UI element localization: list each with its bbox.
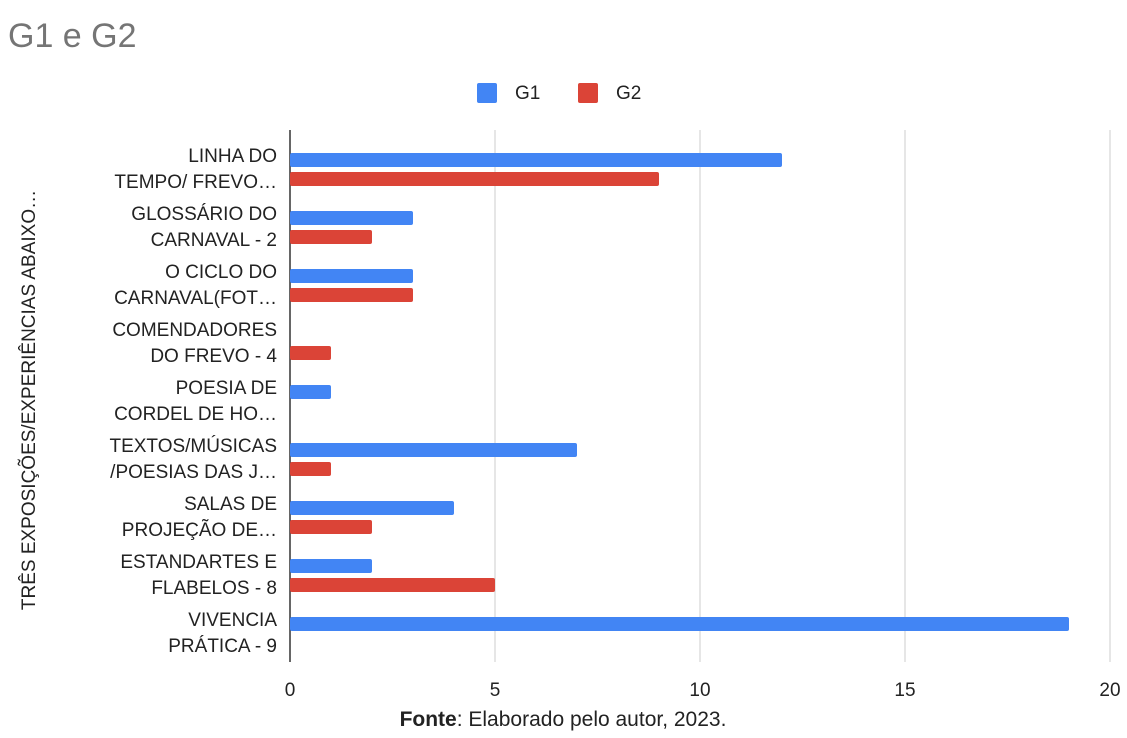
- y-tick-label: PRÁTICA - 9: [168, 636, 277, 657]
- source-text: : Elaborado pelo autor, 2023.: [457, 708, 727, 731]
- y-tick-label: TEXTOS/MÚSICAS: [109, 435, 277, 457]
- bar: [290, 385, 331, 399]
- legend-label: G1: [515, 83, 540, 104]
- chart-title: G1 e G2: [8, 17, 137, 55]
- y-tick-label: TEMPO/ FREVO…: [114, 172, 277, 193]
- y-tick-label: CARNAVAL - 2: [151, 230, 277, 251]
- bar: [290, 501, 454, 515]
- bar: [290, 288, 413, 302]
- y-tick-label: PROJEÇÃO DE…: [122, 519, 277, 541]
- y-tick-label: SALAS DE: [184, 494, 277, 515]
- y-tick-label: O CICLO DO: [165, 262, 277, 283]
- x-tick-label: 0: [285, 680, 296, 701]
- legend-label: G2: [616, 83, 641, 104]
- source: Fonte: Elaborado pelo autor, 2023.: [400, 708, 727, 731]
- source-label: Fonte: [400, 708, 457, 731]
- bar: [290, 269, 413, 283]
- bar: [290, 443, 577, 457]
- y-tick-label: FLABELOS - 8: [151, 578, 277, 599]
- bar: [290, 520, 372, 534]
- y-axis-label: TRÊS EXPOSIÇÕES/EXPERIÊNCIAS ABAIXO…: [18, 190, 40, 610]
- bar: [290, 617, 1069, 631]
- bar: [290, 230, 372, 244]
- bar: [290, 211, 413, 225]
- x-tick-label: 5: [490, 680, 501, 701]
- legend-swatch: [578, 83, 598, 103]
- legend-swatch: [477, 83, 497, 103]
- bar: [290, 578, 495, 592]
- y-tick-label: CORDEL DE HO…: [114, 404, 277, 425]
- y-tick-label: VIVENCIA: [188, 610, 277, 631]
- y-tick-label: /POESIAS DAS J…: [110, 462, 277, 483]
- bar: [290, 172, 659, 186]
- y-tick-label: POESIA DE: [176, 378, 277, 399]
- bar: [290, 559, 372, 573]
- y-tick-label: CARNAVAL(FOT…: [114, 288, 277, 309]
- x-tick-label: 20: [1099, 680, 1120, 701]
- y-tick-label: ESTANDARTES E: [120, 552, 277, 573]
- x-tick-label: 15: [894, 680, 915, 701]
- bar: [290, 153, 782, 167]
- x-tick-label: 10: [689, 680, 710, 701]
- y-tick-label: GLOSSÁRIO DO: [131, 204, 277, 225]
- y-tick-label: COMENDADORES: [112, 320, 277, 341]
- bar: [290, 346, 331, 360]
- y-tick-label: DO FREVO - 4: [150, 346, 277, 367]
- y-tick-label: LINHA DO: [188, 146, 277, 167]
- bar: [290, 462, 331, 476]
